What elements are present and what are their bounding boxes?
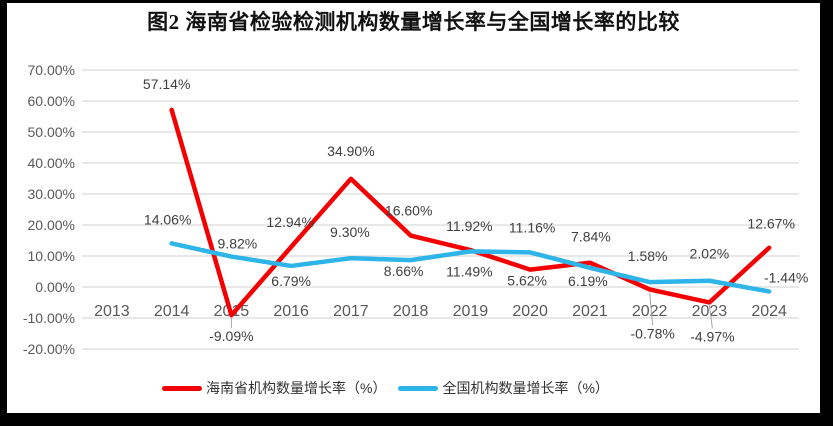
data-label: 12.94%: [266, 214, 313, 230]
chart-title: 图2 海南省检验检测机构数量增长率与全国增长率的比较: [147, 10, 680, 34]
x-axis-tick-label: 2018: [393, 303, 429, 320]
x-axis-tick-label: 2013: [94, 303, 130, 320]
data-label: 14.06%: [144, 211, 191, 227]
y-axis-tick-label: 50.00%: [28, 124, 75, 140]
y-axis-tick-label: 10.00%: [28, 248, 75, 264]
x-axis-tick-label: 2019: [453, 303, 489, 320]
data-label-leader-line: [649, 292, 654, 326]
data-label: 9.30%: [330, 224, 370, 240]
y-axis-tick-label: -10.00%: [23, 310, 75, 326]
legend-label-hainan: 海南省机构数量增长率（%）: [206, 380, 387, 396]
y-axis-tick-label: -20.00%: [23, 341, 75, 357]
x-axis-tick-label: 2020: [512, 303, 548, 320]
data-label: 7.84%: [571, 229, 611, 245]
data-label: -1.44%: [764, 269, 808, 285]
data-label: 11.16%: [509, 219, 555, 235]
data-label: 5.62%: [507, 273, 547, 289]
legend-item-national: 全国机构数量增长率（%）: [398, 378, 609, 398]
legend-item-hainan: 海南省机构数量增长率（%）: [162, 378, 386, 398]
legend-label-national: 全国机构数量增长率（%）: [442, 380, 609, 396]
data-label: 1.58%: [628, 248, 668, 264]
data-label: 6.79%: [271, 273, 311, 289]
y-axis-tick-label: 40.00%: [28, 155, 75, 171]
y-axis-tick-label: 20.00%: [28, 217, 75, 233]
x-axis-tick-label: 2021: [572, 303, 608, 320]
chart-page: [7, 3, 820, 413]
x-axis-tick-label: 2024: [751, 303, 787, 320]
data-label: 2.02%: [690, 246, 730, 262]
national-series-swatch: [398, 385, 439, 391]
national-series-line: [169, 241, 772, 294]
data-label: 8.66%: [384, 263, 424, 279]
x-axis-tick-label: 2023: [692, 303, 728, 320]
x-axis-tick-label: 2016: [273, 303, 309, 320]
x-axis-tick-label: 2017: [333, 303, 369, 320]
x-axis-tick-label: 2022: [632, 303, 668, 320]
y-axis-tick-label: 60.00%: [28, 93, 75, 109]
y-axis-tick-label: 0.00%: [35, 279, 75, 295]
data-label: 9.82%: [218, 236, 258, 252]
data-label: -9.09%: [209, 328, 253, 344]
hainan-series-swatch: [162, 385, 202, 391]
x-axis-tick-label: 2014: [154, 303, 190, 320]
chart-legend: 海南省机构数量增长率（%） 全国机构数量增长率（%）: [162, 378, 609, 398]
data-label: 6.19%: [568, 273, 608, 289]
data-label-leader-line: [708, 305, 713, 329]
y-axis-tick-label: 70.00%: [28, 62, 75, 78]
data-label: -0.78%: [630, 325, 674, 341]
data-label: 34.90%: [327, 143, 374, 159]
data-label: 11.92%: [446, 218, 492, 234]
data-label: 12.67%: [747, 216, 794, 232]
data-label: 57.14%: [143, 76, 190, 92]
data-label: 11.49%: [446, 263, 492, 279]
data-label: 16.60%: [385, 203, 432, 219]
data-label: -4.97%: [690, 328, 734, 344]
y-axis-tick-label: 30.00%: [28, 186, 75, 202]
hainan-series-line: [169, 107, 772, 318]
